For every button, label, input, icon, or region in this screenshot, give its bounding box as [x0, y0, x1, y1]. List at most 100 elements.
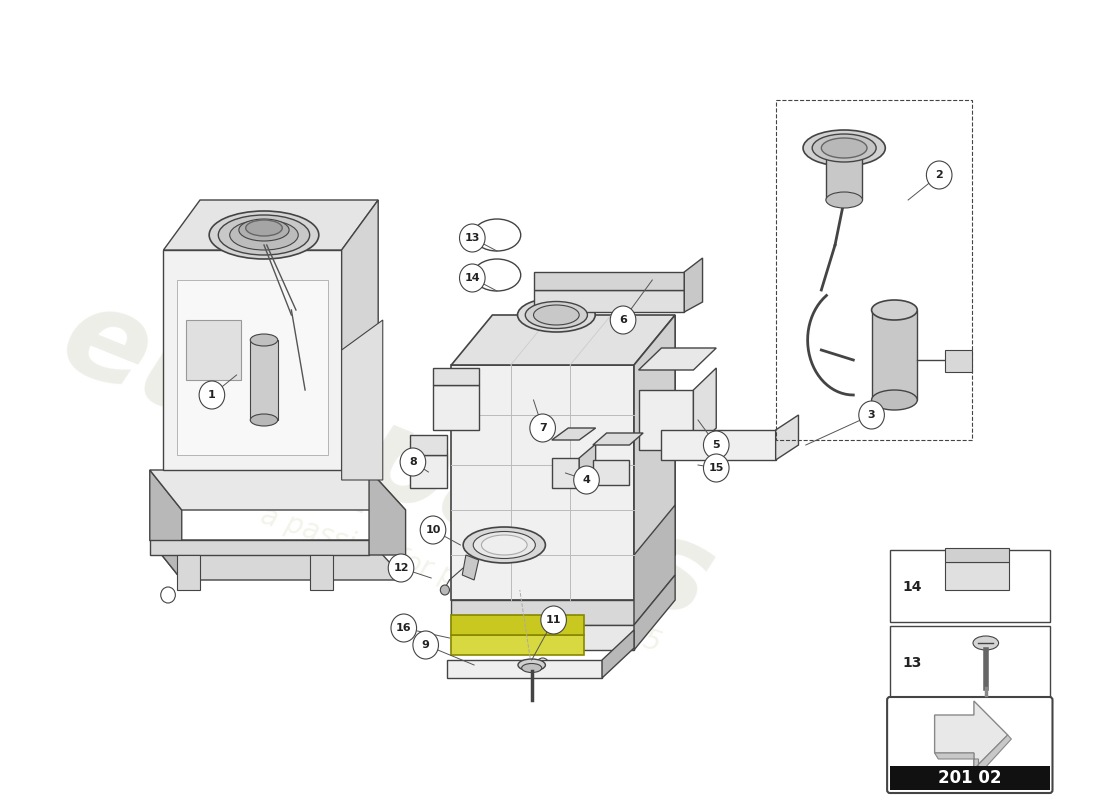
Polygon shape: [580, 444, 595, 488]
Polygon shape: [945, 562, 1009, 590]
Polygon shape: [451, 315, 675, 365]
Polygon shape: [447, 660, 602, 678]
Ellipse shape: [826, 192, 862, 208]
Polygon shape: [945, 548, 1009, 562]
Ellipse shape: [482, 535, 527, 555]
Polygon shape: [251, 340, 277, 420]
Polygon shape: [639, 390, 693, 450]
Ellipse shape: [518, 659, 546, 671]
Polygon shape: [534, 272, 684, 290]
Ellipse shape: [517, 298, 595, 332]
Polygon shape: [684, 258, 703, 312]
Polygon shape: [826, 148, 862, 200]
Polygon shape: [150, 540, 370, 555]
Polygon shape: [177, 555, 200, 590]
Polygon shape: [370, 470, 406, 555]
Text: 9: 9: [421, 640, 430, 650]
Ellipse shape: [521, 663, 541, 673]
Circle shape: [412, 631, 439, 659]
FancyBboxPatch shape: [890, 550, 1049, 622]
Polygon shape: [342, 320, 383, 480]
Polygon shape: [661, 430, 776, 460]
Ellipse shape: [473, 531, 536, 558]
Polygon shape: [410, 435, 447, 455]
Ellipse shape: [463, 527, 546, 563]
Polygon shape: [462, 555, 478, 580]
Polygon shape: [451, 625, 634, 650]
Ellipse shape: [218, 215, 310, 255]
Polygon shape: [342, 200, 378, 470]
Text: 12: 12: [394, 563, 409, 573]
Ellipse shape: [230, 220, 298, 250]
Polygon shape: [186, 320, 241, 380]
Circle shape: [161, 587, 175, 603]
Ellipse shape: [209, 211, 319, 259]
Ellipse shape: [812, 134, 876, 162]
Text: 4: 4: [583, 475, 591, 485]
Polygon shape: [776, 415, 799, 460]
Circle shape: [390, 614, 417, 642]
Text: 201 02: 201 02: [937, 769, 1001, 787]
Text: 10: 10: [426, 525, 441, 535]
Polygon shape: [634, 505, 675, 625]
Circle shape: [460, 264, 485, 292]
Ellipse shape: [534, 305, 580, 325]
Text: 16: 16: [396, 623, 411, 633]
Polygon shape: [150, 470, 182, 580]
Ellipse shape: [871, 300, 917, 320]
Text: 7: 7: [539, 423, 547, 433]
Polygon shape: [534, 290, 684, 312]
Ellipse shape: [245, 220, 283, 236]
Polygon shape: [410, 455, 447, 488]
Polygon shape: [451, 600, 634, 625]
Circle shape: [859, 401, 884, 429]
Text: 11: 11: [546, 615, 561, 625]
Text: 14: 14: [464, 273, 480, 283]
Polygon shape: [451, 365, 634, 600]
Text: 1: 1: [208, 390, 216, 400]
FancyBboxPatch shape: [887, 697, 1053, 793]
Polygon shape: [602, 630, 634, 678]
Circle shape: [530, 414, 556, 442]
Circle shape: [400, 448, 426, 476]
Circle shape: [610, 306, 636, 334]
Text: 15: 15: [708, 463, 724, 473]
FancyBboxPatch shape: [890, 766, 1049, 790]
Circle shape: [420, 516, 446, 544]
Circle shape: [199, 381, 224, 409]
Polygon shape: [593, 433, 644, 445]
Ellipse shape: [473, 219, 520, 251]
Text: 2: 2: [935, 170, 943, 180]
Circle shape: [537, 658, 549, 672]
Ellipse shape: [974, 636, 999, 650]
Ellipse shape: [526, 302, 587, 329]
Polygon shape: [639, 348, 716, 370]
Polygon shape: [433, 385, 478, 430]
Ellipse shape: [251, 414, 277, 426]
Text: europarts: europarts: [44, 274, 730, 646]
Ellipse shape: [822, 138, 867, 158]
Ellipse shape: [473, 259, 520, 291]
Polygon shape: [150, 470, 406, 510]
Text: 13: 13: [464, 233, 480, 243]
Text: 13: 13: [903, 656, 922, 670]
FancyBboxPatch shape: [890, 626, 1049, 698]
Circle shape: [388, 554, 414, 582]
Polygon shape: [634, 315, 675, 555]
Text: 3: 3: [868, 410, 876, 420]
Ellipse shape: [871, 390, 917, 410]
Polygon shape: [935, 735, 1011, 775]
Polygon shape: [451, 635, 584, 655]
Polygon shape: [593, 460, 629, 485]
Circle shape: [704, 454, 729, 482]
Ellipse shape: [251, 334, 277, 346]
Circle shape: [574, 466, 600, 494]
Polygon shape: [164, 250, 342, 470]
Ellipse shape: [239, 219, 289, 241]
Polygon shape: [945, 350, 972, 372]
Polygon shape: [935, 701, 1008, 769]
Polygon shape: [634, 575, 675, 650]
Ellipse shape: [803, 130, 886, 166]
Polygon shape: [451, 615, 584, 635]
Polygon shape: [871, 310, 917, 400]
